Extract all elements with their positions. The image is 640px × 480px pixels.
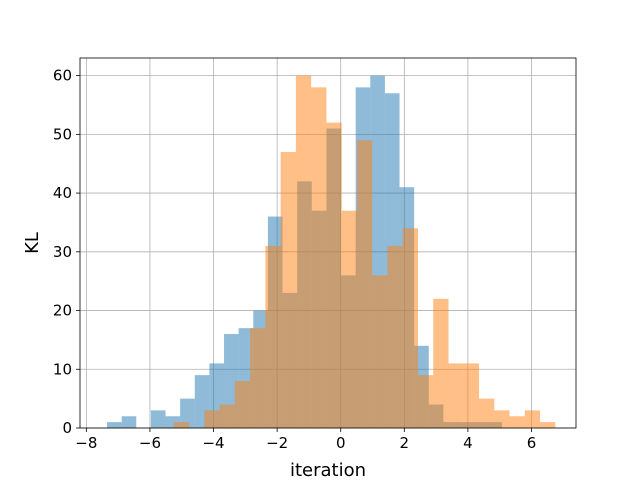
x-tick-label: −6 [139, 434, 161, 452]
y-tick-label: 40 [53, 184, 72, 202]
histogram-bar-series-2 [417, 375, 434, 428]
histogram-bar-series-1 [107, 422, 122, 428]
histogram-bar-series-2 [540, 422, 556, 428]
histogram-bar-series-2 [234, 381, 251, 428]
y-tick-label: 60 [53, 67, 72, 85]
x-tick-label: 6 [527, 434, 537, 452]
x-axis-label: iteration [290, 460, 366, 480]
histogram-bar-series-2 [509, 416, 525, 428]
y-tick-label: 0 [62, 419, 72, 437]
y-tick-label: 20 [53, 302, 72, 320]
histogram-bar-series-2 [479, 398, 495, 428]
histogram-bar-series-2 [387, 245, 403, 428]
histogram-bar-series-2 [250, 328, 266, 428]
histogram-bar-series-2 [311, 87, 327, 428]
histogram-bar-series-2 [295, 75, 312, 428]
histogram-bar-series-2 [173, 422, 190, 428]
histogram-bar-series-2 [463, 363, 480, 428]
histogram-bar-series-2 [402, 228, 418, 428]
x-tick-label: 2 [400, 434, 410, 452]
histogram-bars [107, 75, 556, 428]
histogram-bar-series-2 [265, 245, 281, 428]
histogram-bar-series-2 [433, 298, 449, 428]
histogram-bar-series-1 [150, 410, 166, 428]
histogram-bar-series-1 [121, 416, 137, 428]
x-tick-label: −4 [202, 434, 224, 452]
x-tick-label: −8 [75, 434, 97, 452]
y-tick-label: 50 [53, 125, 72, 143]
y-tick-label: 30 [53, 243, 72, 261]
plot-frame [79, 57, 577, 429]
histogram-bar-series-1 [180, 398, 195, 428]
histogram-bar-series-2 [356, 140, 373, 428]
histogram-bar-series-2 [280, 151, 296, 428]
y-tick-label: 10 [53, 360, 72, 378]
histogram-bar-series-2 [448, 363, 464, 428]
x-tick-label: 4 [463, 434, 473, 452]
histogram-bar-series-2 [326, 122, 342, 428]
histogram-bar-series-1 [165, 416, 181, 428]
histogram-bar-series-2 [341, 210, 357, 428]
x-tick-label: −2 [266, 434, 288, 452]
histogram-bar-series-2 [372, 275, 388, 428]
histogram-bar-series-2 [524, 410, 541, 428]
histogram-bar-series-2 [219, 404, 235, 428]
histogram-bar-series-2 [204, 410, 220, 428]
histogram-bar-series-2 [494, 410, 510, 428]
y-axis-label: KL [22, 232, 43, 254]
x-tick-label: 0 [336, 434, 346, 452]
